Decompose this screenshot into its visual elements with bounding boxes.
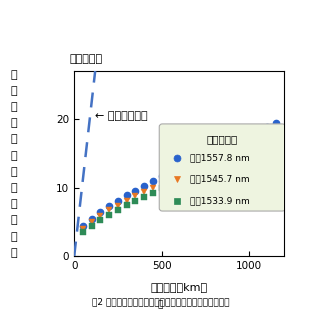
Text: 図2 伝送距離と、モード多重信号間の伝搬時間差との関: 図2 伝送距離と、モード多重信号間の伝搬時間差との関	[92, 297, 229, 306]
Text: ー: ー	[11, 86, 17, 96]
Text: ド: ド	[11, 102, 17, 112]
Text: 波長1557.8 nm: 波長1557.8 nm	[190, 154, 249, 163]
Text: 間: 間	[11, 183, 17, 193]
Text: 今回の方式: 今回の方式	[207, 134, 238, 144]
Text: 波長1533.9 nm: 波長1533.9 nm	[190, 196, 249, 205]
Text: 伝送距離（km）: 伝送距離（km）	[151, 282, 208, 292]
Text: 時: 時	[11, 215, 17, 225]
FancyBboxPatch shape	[159, 124, 285, 211]
Text: モ: モ	[11, 70, 17, 80]
Text: ← 従来伝送方式: ← 従来伝送方式	[95, 111, 148, 121]
Text: 間: 間	[11, 231, 17, 242]
Text: 重: 重	[11, 134, 17, 145]
Text: 係: 係	[158, 300, 163, 309]
Text: 多: 多	[11, 118, 17, 128]
Text: 号: 号	[11, 167, 17, 177]
Text: の: の	[11, 199, 17, 209]
Text: 信: 信	[11, 151, 17, 161]
Text: 差: 差	[11, 248, 17, 258]
Text: 波長1545.7 nm: 波長1545.7 nm	[190, 174, 249, 183]
Text: （ナノ秒）: （ナノ秒）	[70, 54, 103, 64]
